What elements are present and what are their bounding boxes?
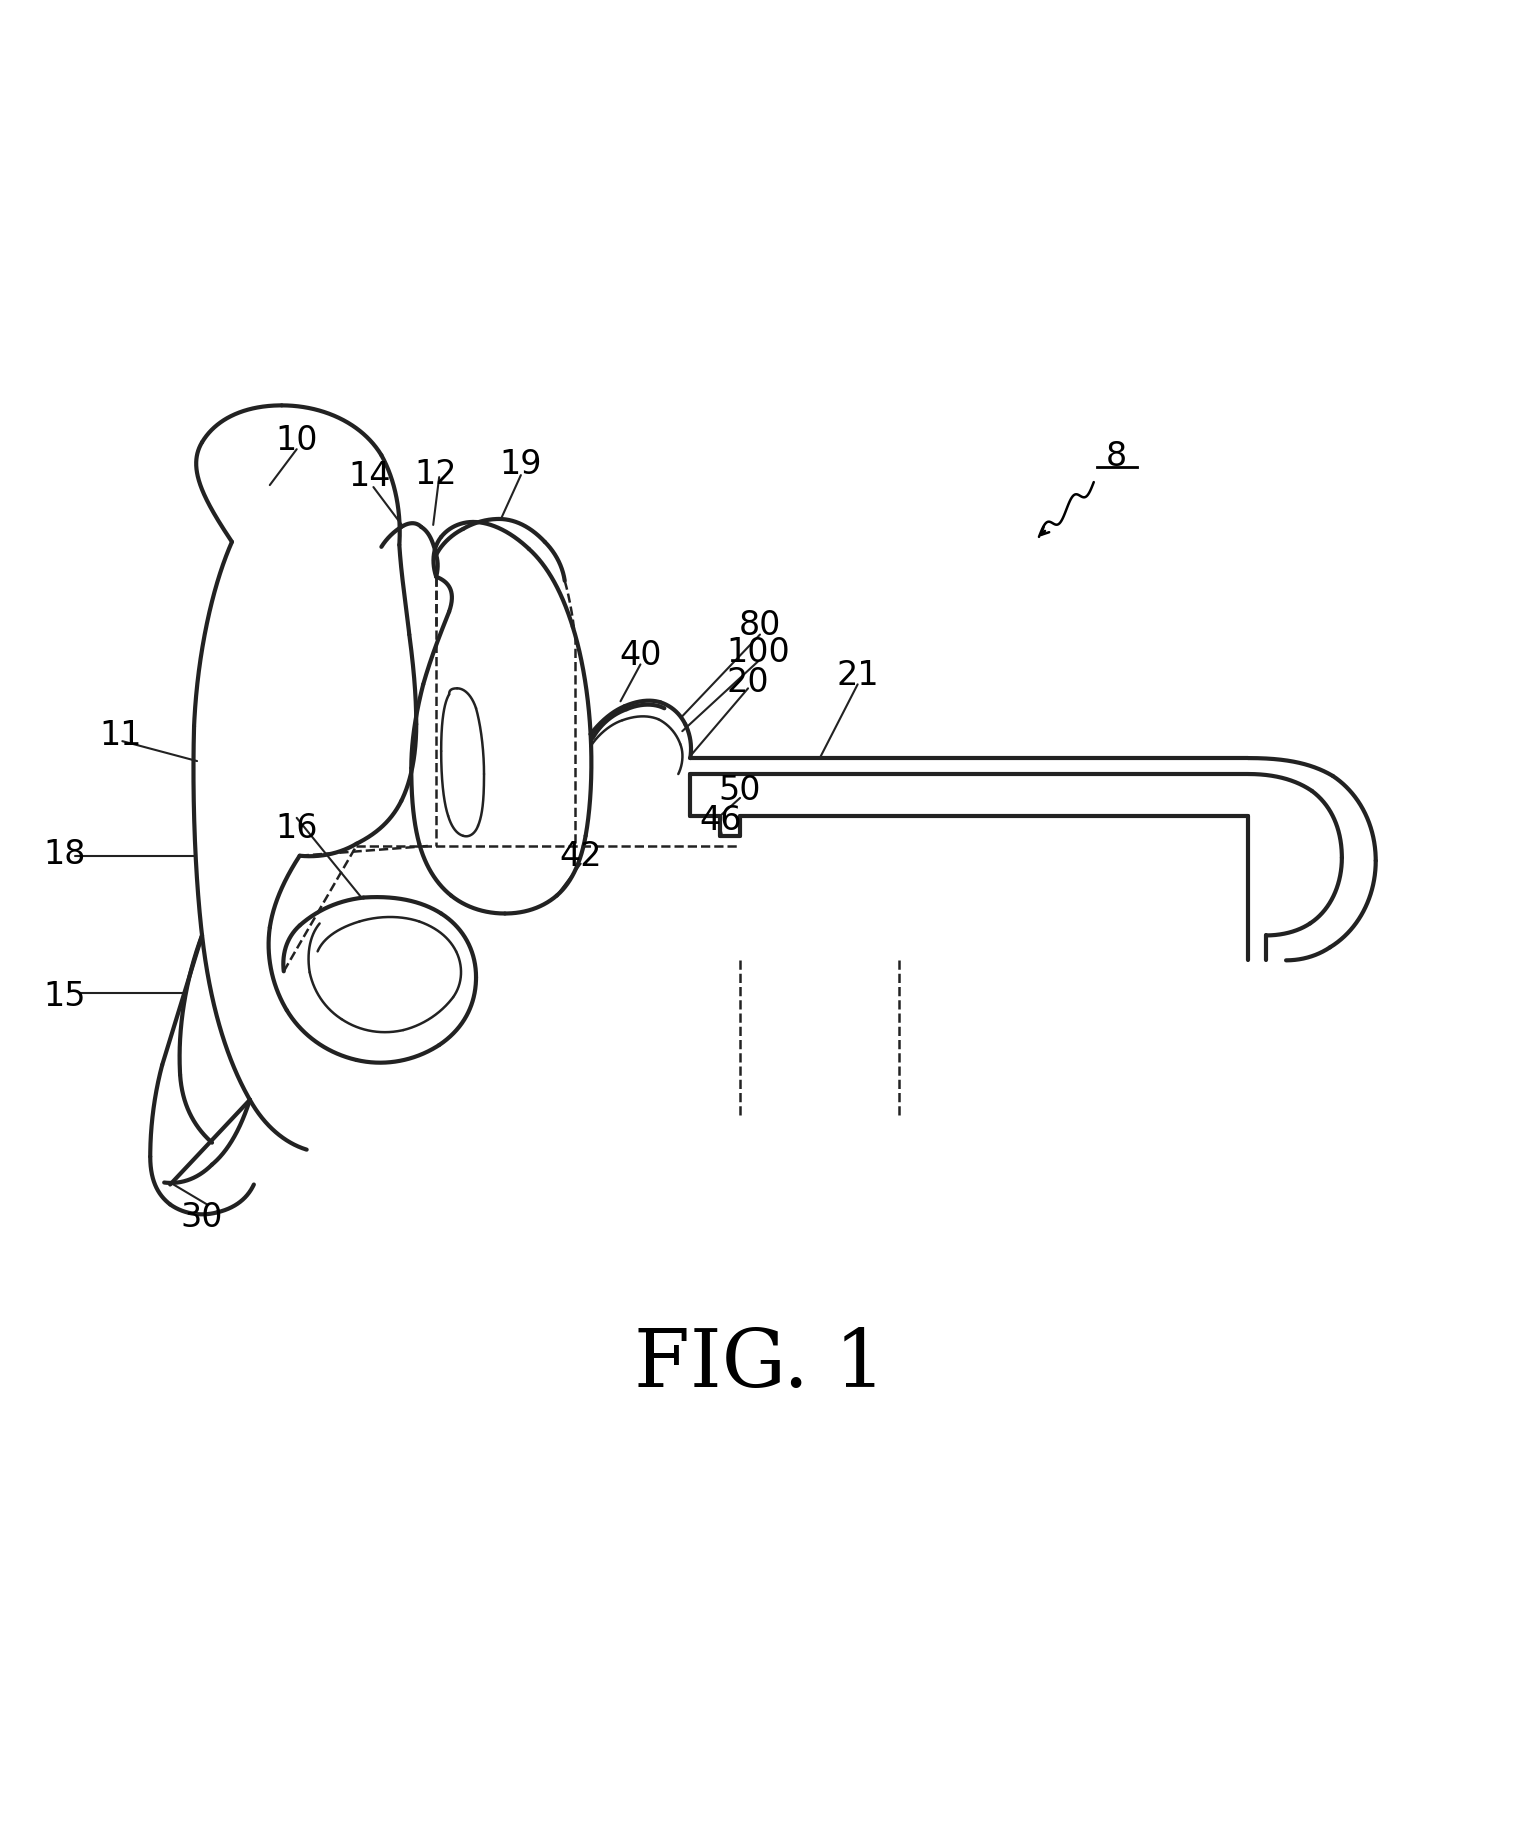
Text: 11: 11 [99, 718, 141, 751]
Text: 10: 10 [275, 423, 317, 456]
Text: 100: 100 [726, 636, 790, 669]
Text: 19: 19 [500, 447, 542, 480]
Text: 80: 80 [738, 608, 781, 641]
Text: 50: 50 [718, 775, 761, 808]
Text: 8: 8 [1106, 440, 1127, 473]
Text: 46: 46 [699, 804, 741, 837]
Text: 14: 14 [348, 460, 390, 493]
Text: 16: 16 [275, 812, 317, 845]
Text: 21: 21 [837, 658, 880, 691]
Text: 40: 40 [620, 639, 662, 672]
Text: 12: 12 [415, 458, 457, 491]
Text: FIG. 1: FIG. 1 [633, 1325, 886, 1403]
Text: 18: 18 [44, 837, 85, 870]
Text: 30: 30 [181, 1200, 223, 1233]
Text: 42: 42 [559, 839, 602, 872]
Text: 15: 15 [44, 978, 85, 1011]
Text: 20: 20 [726, 665, 769, 698]
